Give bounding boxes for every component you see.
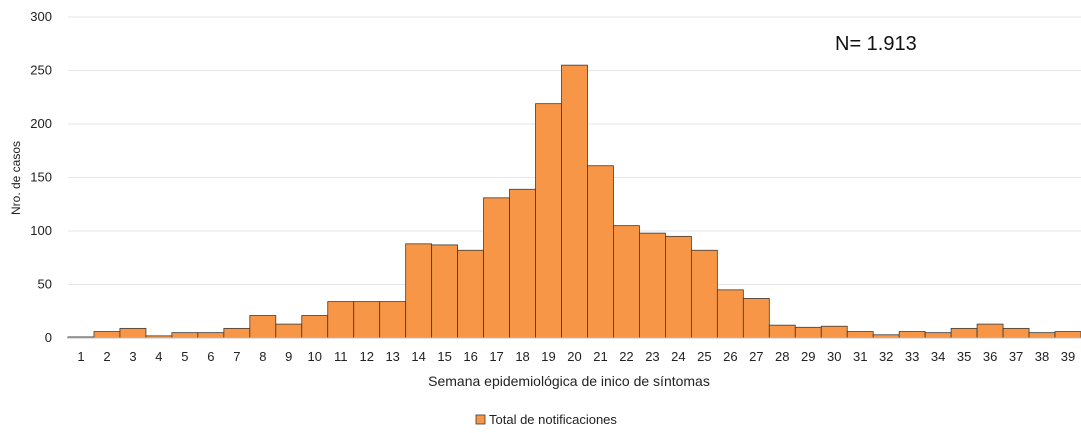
x-tick-label: 25 — [697, 349, 711, 364]
bar — [1028, 332, 1056, 339]
x-tick-labels: 1 2 3 4 5 6 7 8 9 10 11 12 13 14 15 16 17 18 19 20 21 22 23 24 2… — [77, 349, 1075, 364]
legend: Total de notificaciones — [475, 412, 617, 427]
bar — [457, 249, 484, 339]
bar — [223, 327, 251, 339]
x-tick-label: 9 — [285, 349, 292, 364]
x-tick-label: 38 — [1035, 349, 1049, 364]
x-tick-label: 6 — [207, 349, 214, 364]
x-tick-label: 34 — [931, 349, 945, 364]
bar — [613, 225, 640, 339]
y-tick-label: 300 — [30, 9, 52, 24]
x-tick-label: 32 — [879, 349, 893, 364]
bar — [690, 249, 718, 339]
x-tick-label: 33 — [905, 349, 919, 364]
bar — [275, 323, 303, 339]
bar — [846, 331, 874, 339]
n-annotation: N= 1.913 — [835, 33, 917, 55]
bar — [742, 298, 770, 339]
bar — [639, 232, 666, 339]
y-tick-label: 0 — [45, 330, 52, 345]
bar — [898, 331, 926, 339]
bar — [561, 64, 588, 339]
x-tick-label: 22 — [619, 349, 633, 364]
bar — [794, 326, 822, 339]
x-tick-label: 21 — [593, 349, 607, 364]
bars — [67, 64, 1081, 339]
bar — [1002, 327, 1030, 339]
bar — [716, 289, 744, 339]
x-tick-label: 8 — [259, 349, 266, 364]
x-tick-label: 3 — [129, 349, 136, 364]
x-tick-label: 2 — [103, 349, 110, 364]
x-tick-label: 35 — [957, 349, 971, 364]
bar — [327, 301, 355, 339]
bar — [119, 327, 147, 339]
x-tick-label: 10 — [308, 349, 322, 364]
bar — [353, 301, 381, 339]
x-tick-label: 36 — [983, 349, 997, 364]
x-tick-label: 19 — [541, 349, 555, 364]
x-tick-label: 20 — [567, 349, 581, 364]
bar — [1054, 331, 1081, 339]
bar — [950, 327, 978, 339]
x-axis-title: Semana epidemiológica de inico de síntom… — [428, 373, 710, 389]
x-tick-label: 11 — [334, 349, 348, 364]
bar — [405, 243, 433, 339]
y-tick-labels: 0 50 100 150 200 250 300 — [30, 9, 52, 345]
x-tick-label: 31 — [853, 349, 867, 364]
x-tick-label: 26 — [723, 349, 737, 364]
legend-label: Total de notificaciones — [489, 412, 617, 427]
x-tick-label: 28 — [775, 349, 789, 364]
x-tick-label: 18 — [515, 349, 529, 364]
y-tick-label: 200 — [30, 116, 52, 131]
x-tick-label: 39 — [1061, 349, 1075, 364]
y-tick-label: 50 — [38, 277, 52, 292]
x-tick-label: 37 — [1009, 349, 1023, 364]
bar — [301, 315, 329, 339]
bar — [665, 235, 692, 339]
bar — [587, 165, 614, 339]
y-axis-title: Nro. de casos — [9, 141, 23, 215]
bar — [483, 197, 510, 339]
x-tick-label: 14 — [411, 349, 425, 364]
y-tick-label: 100 — [30, 223, 52, 238]
bar — [820, 325, 848, 339]
x-tick-label: 24 — [671, 349, 685, 364]
bar — [976, 323, 1004, 339]
bar — [535, 103, 562, 339]
bar — [431, 244, 459, 339]
x-tick-label: 30 — [827, 349, 841, 364]
x-tick-label: 7 — [233, 349, 240, 364]
legend-swatch — [475, 414, 486, 425]
x-tick-label: 1 — [77, 349, 84, 364]
y-tick-label: 150 — [30, 170, 52, 185]
x-tick-label: 13 — [385, 349, 399, 364]
bar — [924, 332, 952, 339]
x-tick-label: 23 — [645, 349, 659, 364]
bar — [171, 332, 199, 339]
x-tick-label: 12 — [359, 349, 373, 364]
bar — [768, 324, 796, 339]
bar — [379, 301, 407, 339]
x-tick-label: 27 — [749, 349, 763, 364]
x-tick-label: 16 — [463, 349, 477, 364]
x-tick-label: 5 — [181, 349, 188, 364]
x-tick-label: 29 — [801, 349, 815, 364]
bar — [197, 332, 225, 339]
y-tick-label: 250 — [30, 63, 52, 78]
bar — [93, 331, 121, 339]
bar — [249, 315, 277, 339]
x-tick-label: 17 — [489, 349, 503, 364]
x-tick-label: 15 — [437, 349, 451, 364]
x-tick-label: 4 — [155, 349, 162, 364]
bar — [509, 188, 536, 339]
